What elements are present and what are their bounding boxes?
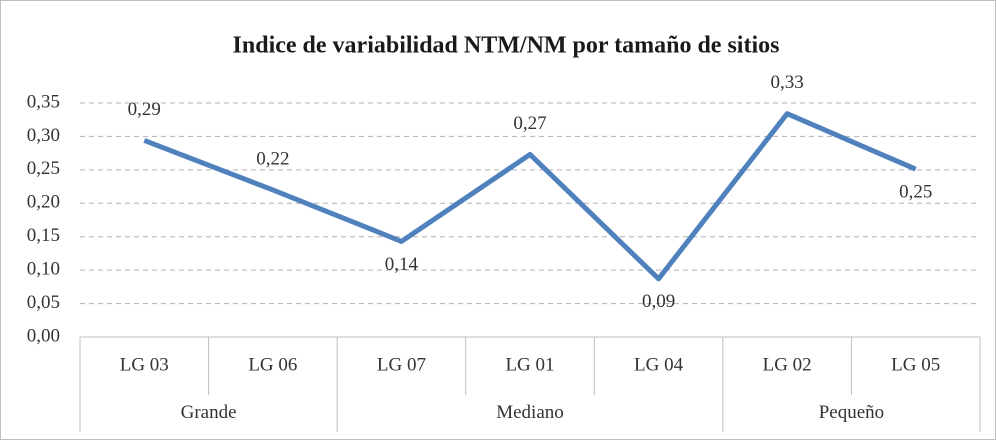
- y-tick-label: 0,15: [27, 225, 60, 246]
- x-tick-label: LG 04: [634, 354, 684, 375]
- group-label: Grande: [181, 402, 237, 423]
- y-tick-label: 0,30: [27, 125, 60, 146]
- data-label: 0,27: [513, 113, 546, 134]
- data-label: 0,25: [899, 182, 932, 203]
- data-label: 0,29: [128, 99, 161, 120]
- x-tick-label: LG 07: [377, 354, 426, 375]
- group-label: Mediano: [496, 402, 564, 423]
- x-tick-label: LG 06: [248, 354, 297, 375]
- y-tick-label: 0,00: [27, 325, 60, 346]
- y-tick-label: 0,20: [27, 192, 60, 213]
- y-tick-label: 0,35: [27, 91, 60, 112]
- chart-title: Indice de variabilidad NTM/NM por tamaño…: [233, 33, 780, 59]
- x-tick-label: LG 03: [120, 354, 169, 375]
- y-tick-label: 0,25: [27, 158, 60, 179]
- x-tick-label: LG 02: [763, 354, 812, 375]
- line: [143, 111, 917, 282]
- y-tick-label: 0,10: [27, 259, 60, 280]
- x-tick-label: LG 01: [505, 354, 554, 375]
- data-label: 0,14: [385, 254, 419, 275]
- data-label: 0,33: [771, 72, 804, 93]
- data-label: 0,09: [642, 291, 675, 312]
- group-label: Pequeño: [819, 402, 884, 423]
- data-label: 0,22: [256, 148, 289, 169]
- y-tick-label: 0,05: [27, 292, 60, 313]
- x-tick-label: LG 05: [891, 354, 940, 375]
